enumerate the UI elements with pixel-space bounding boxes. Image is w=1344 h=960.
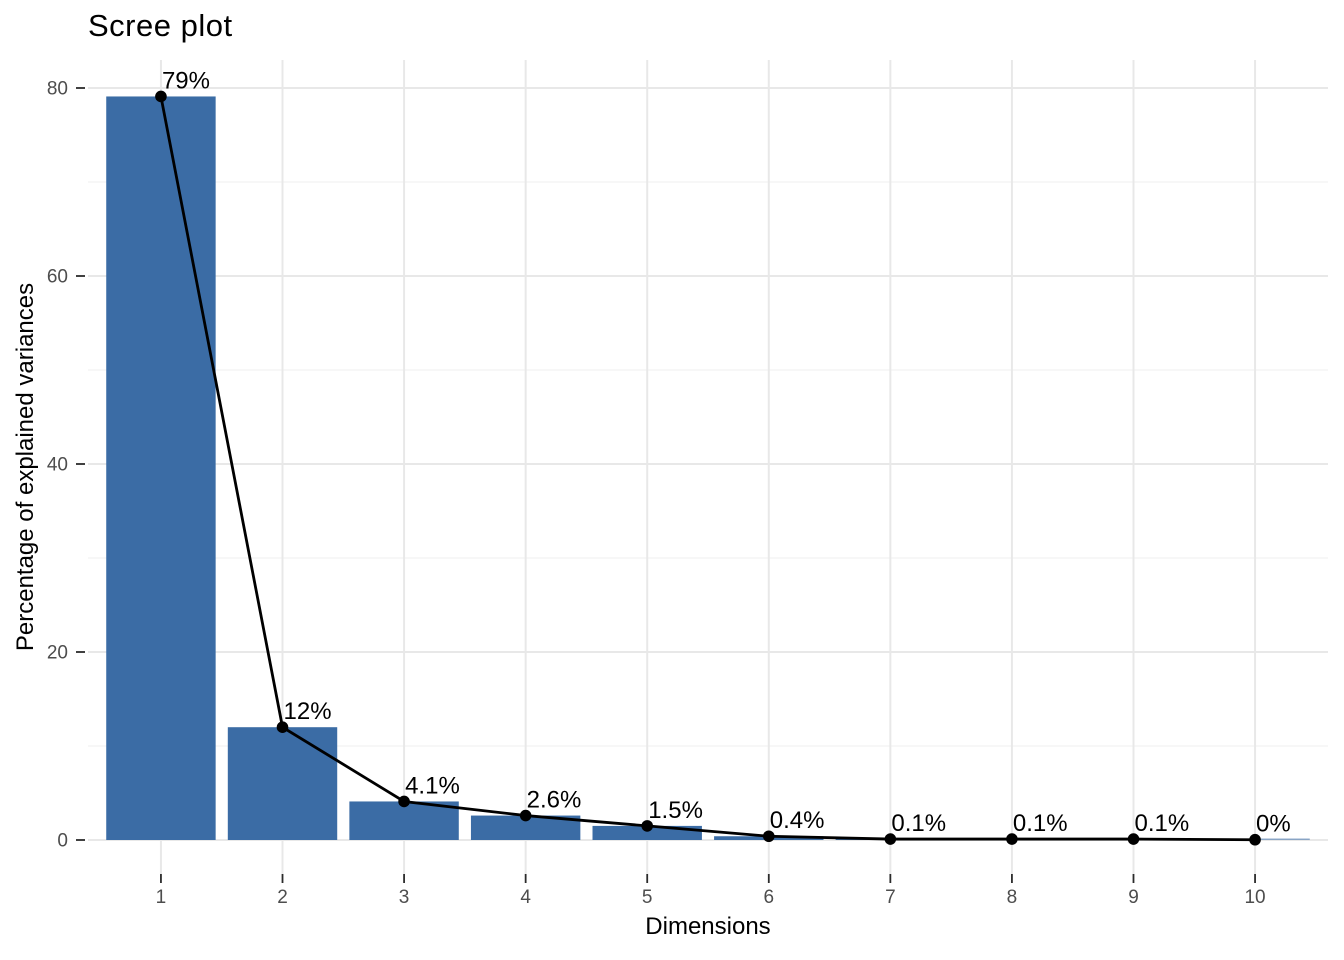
y-axis-title: Percentage of explained variances [12, 282, 39, 652]
point-label: 2.6% [527, 787, 582, 814]
data-point [155, 90, 167, 103]
data-point [762, 830, 775, 843]
x-tick-label: 4 [520, 887, 531, 908]
x-tick-label: 10 [1244, 887, 1265, 908]
data-point [276, 721, 289, 733]
point-label: 0.1% [891, 810, 946, 837]
y-tick-label: 20 [47, 643, 68, 664]
x-tick-label: 2 [277, 887, 288, 908]
point-label: 1.5% [648, 797, 703, 824]
x-tick-label: 3 [399, 887, 410, 908]
bar [106, 96, 216, 840]
data-point [641, 820, 654, 832]
point-label: 0.1% [1013, 810, 1068, 837]
y-tick-label: 0 [57, 831, 68, 852]
data-point [1006, 833, 1018, 845]
point-label: 4.1% [405, 772, 460, 799]
data-point [519, 809, 532, 822]
x-tick-label: 7 [885, 887, 896, 908]
x-axis-title: Dimensions [645, 913, 771, 940]
point-label: 0.4% [770, 807, 825, 834]
y-tick-label: 80 [47, 79, 68, 100]
y-tick-label: 40 [47, 455, 68, 476]
x-tick-label: 1 [156, 887, 167, 908]
x-tick-label: 5 [642, 887, 653, 908]
point-label: 12% [284, 698, 332, 725]
x-tick-label: 6 [763, 887, 774, 908]
point-label: 0% [1256, 811, 1291, 838]
y-tick-label: 60 [47, 267, 68, 288]
data-point [398, 795, 410, 808]
data-point [1127, 833, 1140, 845]
bar [227, 727, 338, 840]
variance-line [159, 96, 1256, 842]
point-label: 79% [162, 67, 210, 94]
data-point [1249, 833, 1261, 846]
x-tick-label: 8 [1007, 887, 1018, 908]
bar [349, 801, 459, 840]
x-tick-label: 9 [1128, 887, 1139, 908]
point-label: 0.1% [1134, 810, 1189, 837]
plot-title: Scree plot [88, 8, 233, 43]
data-point [884, 833, 897, 845]
